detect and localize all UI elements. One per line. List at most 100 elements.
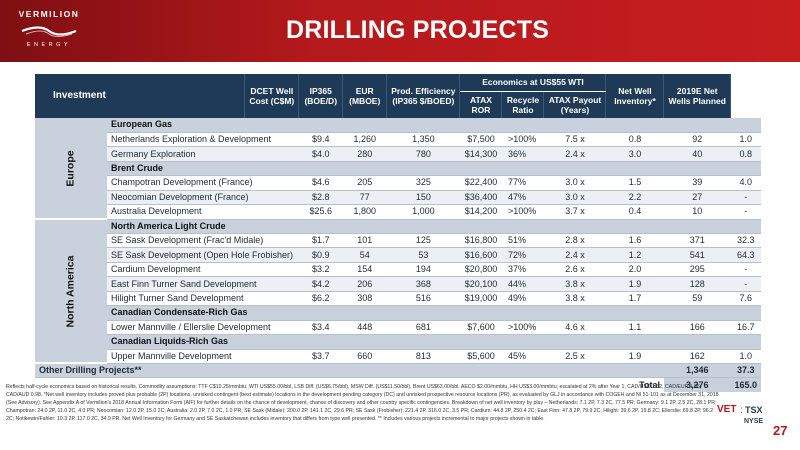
ticker-symbol: VET [717,404,737,415]
cell-recycle: 2.6 x [543,262,606,278]
col-inventory: Net Well Inventory* [605,74,665,118]
cell-ip365: 154 [342,262,387,278]
logo-swoosh-icon [21,26,77,37]
page-title: DRILLING PROJECTS [286,16,550,44]
cell-eur: 1,000 [386,204,460,220]
cell-eur: 194 [386,262,460,278]
category-label: Canadian Liquids-Rich Gas [106,334,761,350]
cell-ror: 49% [501,291,544,307]
cell-inv: 371 [663,233,731,249]
category-row: North America North America Light Crude [35,219,761,365]
region-label: Europe [35,118,107,221]
exchange-listing: VET : TSX NYSE [717,404,765,430]
table-row: Champotran Development (France) $4.6 205 32… [35,175,761,191]
table-row: Neocomian Development (France) $2.8 77 150 $… [35,190,761,206]
category-row: Europe European Gas [35,118,761,221]
cell-dcet: $0.9 [298,247,343,263]
col-prod-efficiency: Prod. Efficiency (IP365 $/BOED) [386,74,461,118]
cell-ip365: 308 [342,291,387,307]
other-projects-label: Other Drilling Projects** [35,363,664,379]
cell-eff: $19,000 [459,291,502,307]
cell-dcet: $3.4 [298,320,343,336]
table-row: Cardium Development $3.2 154 194 $20,800 37% 2… [35,262,761,278]
project-name: Champotran Development (France) [106,175,299,191]
tsx-logo: TSX [745,405,763,415]
cell-dcet: $1.7 [298,233,343,249]
cell-dcet: $2.8 [298,190,343,206]
cell-planned: 32.3 [730,233,761,249]
cell-inv: 39 [663,175,731,191]
category-row: Canadian Liquids-Rich Gas [35,334,761,350]
cell-planned: 4.0 [730,175,761,191]
page-number: 27 [773,423,788,438]
cell-ror: >100% [501,132,544,148]
cell-recycle: 4.6 x [543,320,606,336]
col-economics: Economics at US$55 WTI [459,74,607,92]
project-name: Australia Development [106,204,299,220]
cell-ip365: 1,260 [342,132,387,148]
cell-planned: - [730,276,761,292]
logo-subtitle: ENERGY [26,42,72,48]
cell-dcet: $25.6 [298,204,343,220]
project-name: Netherlands Exploration & Development [106,132,299,148]
cell-planned: - [730,190,761,206]
header-banner: VERMILION ENERGY DRILLING PROJECTS [0,0,800,62]
project-name: SE Sask Development (Frac'd Midale) [106,233,299,249]
col-ip365: IP365 (BOE/D) [298,74,344,118]
category-row: Brent Crude [35,161,761,177]
cell-eur: 368 [386,276,460,292]
project-name: East Finn Turner Sand Development [106,276,299,292]
cell-planned: 0.8 [730,146,761,162]
cell-recycle: 3.8 x [543,276,606,292]
table-row: SE Sask Development (Open Hole Frobisher… [35,247,761,263]
drilling-projects-table: Investment DCET Well Cost (C$M) IP365 (BOE… [35,74,761,393]
cell-planned: - [730,204,761,220]
cell-ror: 47% [501,190,544,206]
table-row: Germany Exploration $4.0 280 780 $14,300 36% 2… [35,146,761,162]
cell-eff: $5,600 [459,349,502,364]
cell-ip365: 660 [342,349,387,364]
col-eur: EUR (MBOE) [342,74,388,118]
cell-inv: 59 [663,291,731,307]
logo-name: VERMILION [18,9,80,19]
cell-eur: 780 [386,146,460,162]
cell-eur: 53 [386,247,460,263]
table-row: Australia Development $25.6 1,800 1,000 $14,… [35,204,761,220]
cell-ror: >100% [501,320,544,336]
cell-eff: $14,200 [459,204,502,220]
cell-payout: 1.5 [605,175,664,191]
region-label-text: North America [64,255,77,328]
cell-eur: 125 [386,233,460,249]
total-planned: 165.0 [730,377,761,393]
cell-ror: 36% [501,146,544,162]
cell-eff: $20,800 [459,262,502,278]
cell-dcet: $3.2 [298,262,343,278]
category-label: North America Light Crude [106,219,761,235]
cell-dcet: $4.6 [298,175,343,191]
cell-ror: 77% [501,175,544,191]
ticker-separator: : [740,405,743,416]
cell-ip365: 206 [342,276,387,292]
cell-payout: 0.8 [605,132,664,148]
other-inv: 1,346 [663,363,731,379]
cell-payout: 0.4 [605,204,664,220]
cell-ror: 51% [501,233,544,249]
cell-payout: 1.6 [605,233,664,249]
category-label: European Gas [106,118,761,133]
category-row: Canadian Condensate-Rich Gas [35,305,761,321]
region-label: North America [35,219,107,365]
cell-eur: 1,350 [386,132,460,148]
cell-ip365: 54 [342,247,387,263]
cell-ror: 44% [501,276,544,292]
cell-recycle: 3.0 x [543,190,606,206]
cell-dcet: $9.4 [298,132,343,148]
cell-eff: $22,400 [459,175,502,191]
cell-ip365: 448 [342,320,387,336]
cell-payout: 1.1 [605,320,664,336]
col-wells-planned: 2019E Net Wells Planned [663,74,731,118]
cell-recycle: 2.5 x [543,349,606,364]
project-name: Lower Mannville / Ellerslie Development [106,320,299,336]
cell-recycle: 3.0 x [543,175,606,191]
cell-recycle: 2.4 x [543,247,606,263]
cell-eur: 516 [386,291,460,307]
